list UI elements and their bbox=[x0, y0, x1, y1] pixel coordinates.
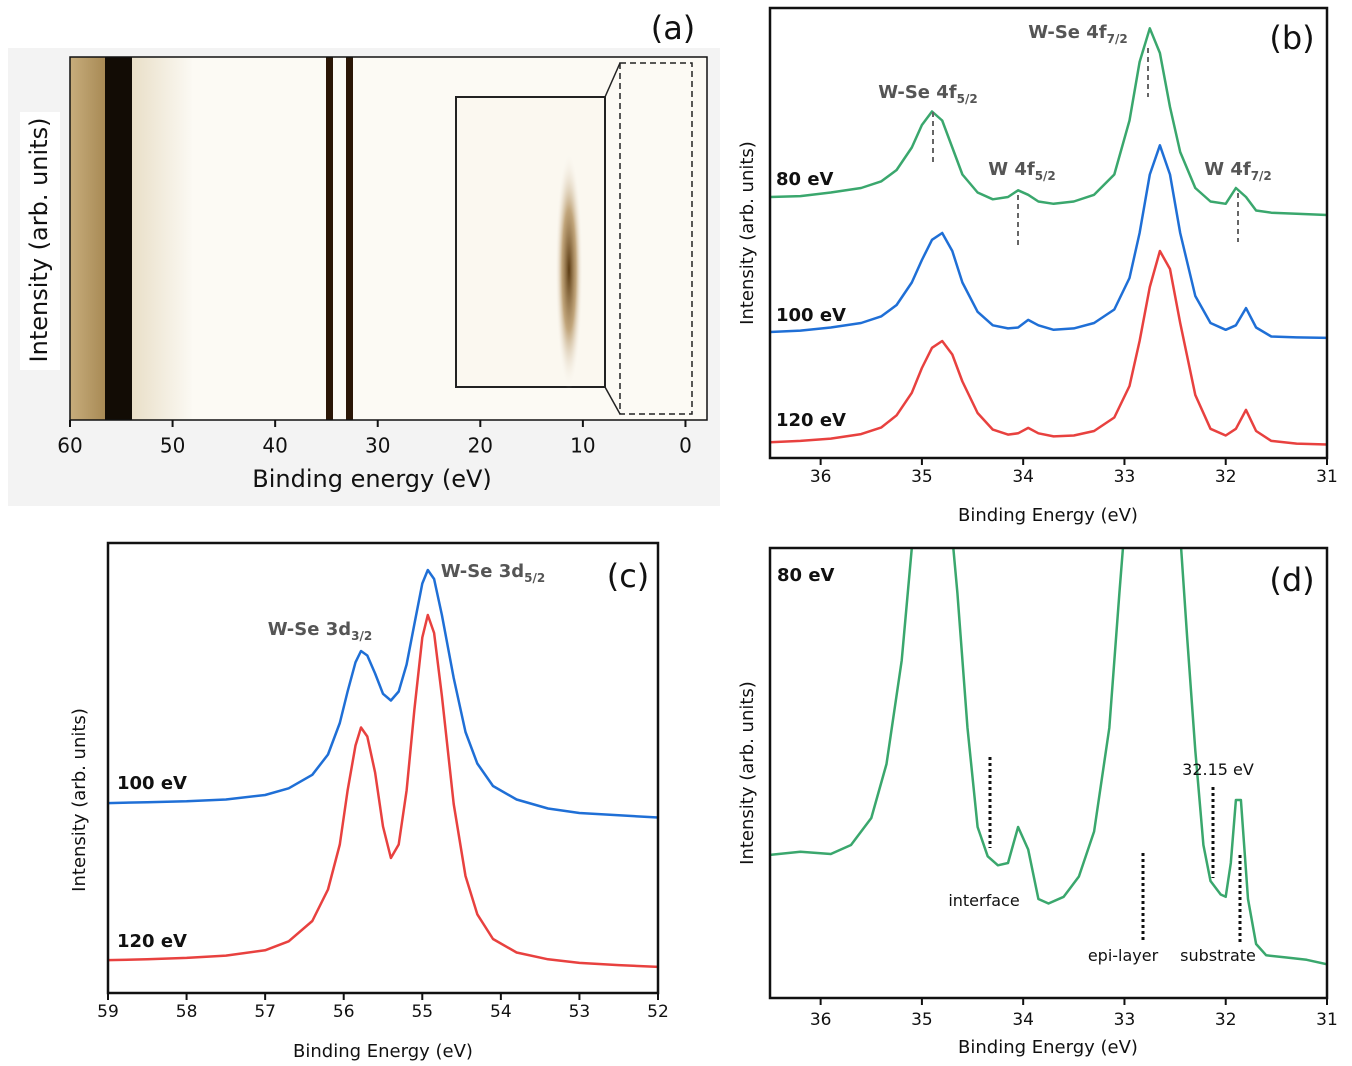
annotation-text: W-Se 4f bbox=[1028, 22, 1106, 43]
panel-label: (b) bbox=[1269, 19, 1314, 57]
x-axis-label: Binding energy (eV) bbox=[252, 465, 491, 493]
annotation: W 4f5/2 bbox=[988, 159, 1056, 183]
annotation: epi-layer bbox=[1088, 946, 1159, 965]
series-label: 120 eV bbox=[117, 931, 187, 952]
annotation-subscript: 7/2 bbox=[1107, 32, 1128, 46]
annotation: W-Se 3d5/2 bbox=[441, 561, 545, 585]
annotation-subscript: 5/2 bbox=[524, 571, 545, 585]
x-axis-label: Binding Energy (eV) bbox=[293, 1041, 473, 1062]
spectrum-line bbox=[108, 570, 658, 818]
annotation-subscript: 5/2 bbox=[957, 92, 978, 106]
annotation-text: W-Se 3d bbox=[268, 619, 351, 640]
series-label: 100 eV bbox=[117, 773, 187, 794]
annotation-text: epi-layer bbox=[1088, 946, 1159, 965]
x-tick-label: 33 bbox=[1114, 1010, 1136, 1030]
x-tick-label: 54 bbox=[490, 1002, 512, 1022]
x-tick-label: 32 bbox=[1215, 1010, 1237, 1030]
annotation: W-Se 4f7/2 bbox=[1028, 22, 1127, 46]
y-axis-label: Intensity (arb. units) bbox=[737, 141, 758, 325]
x-tick-label: 32 bbox=[1215, 467, 1237, 487]
spectrum-line bbox=[770, 251, 1327, 445]
plot-area bbox=[770, 323, 1327, 964]
x-tick-label: 57 bbox=[254, 1002, 276, 1022]
x-tick-label: 0 bbox=[679, 434, 692, 458]
annotation-text: W 4f bbox=[1204, 159, 1251, 180]
annotation-text: W-Se 3d bbox=[441, 561, 524, 582]
spectrum-line bbox=[108, 615, 658, 967]
panel-label: (c) bbox=[607, 557, 650, 595]
series-label: 80 eV bbox=[776, 169, 834, 190]
series-label: 120 eV bbox=[776, 410, 846, 431]
annotation: W-Se 4f5/2 bbox=[878, 82, 977, 106]
x-axis-label: Binding Energy (eV) bbox=[958, 1037, 1138, 1058]
x-tick-label: 10 bbox=[570, 434, 595, 458]
plot-frame bbox=[108, 543, 658, 993]
x-tick-label: 34 bbox=[1012, 467, 1034, 487]
plot-area bbox=[108, 570, 658, 967]
spectrum-line bbox=[770, 323, 1327, 964]
inset-box bbox=[456, 97, 605, 387]
annotation: 32.15 eV bbox=[1182, 760, 1254, 779]
x-tick-label: 35 bbox=[911, 467, 933, 487]
y-axis-label: Intensity (arb. units) bbox=[737, 681, 758, 865]
annotation-text: interface bbox=[948, 891, 1019, 910]
annotation-text: substrate bbox=[1180, 946, 1256, 965]
series-label: 100 eV bbox=[776, 305, 846, 326]
x-tick-label: 31 bbox=[1316, 467, 1338, 487]
x-tick-label: 36 bbox=[810, 467, 832, 487]
annotation: interface bbox=[948, 891, 1019, 910]
x-tick-label: 35 bbox=[911, 1010, 933, 1030]
annotation-subscript: 7/2 bbox=[1251, 169, 1272, 183]
x-tick-label: 33 bbox=[1114, 467, 1136, 487]
plot-frame bbox=[770, 8, 1327, 458]
x-tick-label: 59 bbox=[97, 1002, 119, 1022]
y-axis-label: Intensity (arb. units) bbox=[69, 708, 90, 892]
x-tick-label: 55 bbox=[411, 1002, 433, 1022]
x-tick-label: 58 bbox=[176, 1002, 198, 1022]
panel-label: (a) bbox=[651, 9, 696, 47]
x-tick-label: 60 bbox=[57, 434, 82, 458]
x-tick-label: 36 bbox=[810, 1010, 832, 1030]
x-tick-label: 20 bbox=[468, 434, 493, 458]
annotation: W-Se 3d3/2 bbox=[268, 619, 372, 643]
annotation: W 4f7/2 bbox=[1204, 159, 1272, 183]
image-band bbox=[105, 57, 132, 420]
x-axis-label: Binding Energy (eV) bbox=[958, 505, 1138, 526]
y-axis-label: Intensity (arb. units) bbox=[25, 118, 53, 363]
annotation: substrate bbox=[1180, 946, 1256, 965]
page: 60 50 40 30 20 10 0 Binding energy (eV) Intensit… bbox=[0, 0, 1352, 1066]
annotation-subscript: 5/2 bbox=[1035, 169, 1056, 183]
series-label: 80 eV bbox=[777, 565, 835, 586]
image-shade bbox=[70, 57, 105, 420]
x-tick-label: 52 bbox=[647, 1002, 669, 1022]
x-tick-label: 40 bbox=[262, 434, 287, 458]
panel-label: (d) bbox=[1269, 561, 1314, 599]
spectrum-line bbox=[770, 28, 1327, 215]
x-tick-label: 30 bbox=[365, 434, 390, 458]
annotation-text: 32.15 eV bbox=[1182, 760, 1254, 779]
image-band bbox=[346, 57, 353, 420]
plot-area bbox=[770, 28, 1327, 444]
x-tick-label: 34 bbox=[1012, 1010, 1034, 1030]
inset-feature bbox=[555, 150, 583, 390]
annotation-text: W 4f bbox=[988, 159, 1035, 180]
x-tick-label: 53 bbox=[569, 1002, 591, 1022]
annotation-subscript: 3/2 bbox=[351, 629, 372, 643]
x-tick-label: 50 bbox=[160, 434, 185, 458]
annotation-text: W-Se 4f bbox=[878, 82, 956, 103]
image-band bbox=[326, 57, 333, 420]
x-tick-label: 56 bbox=[333, 1002, 355, 1022]
figure: 60 50 40 30 20 10 0 Binding energy (eV) Intensit… bbox=[0, 0, 1352, 1066]
image-fade bbox=[132, 57, 192, 420]
x-tick-label: 31 bbox=[1316, 1010, 1338, 1030]
